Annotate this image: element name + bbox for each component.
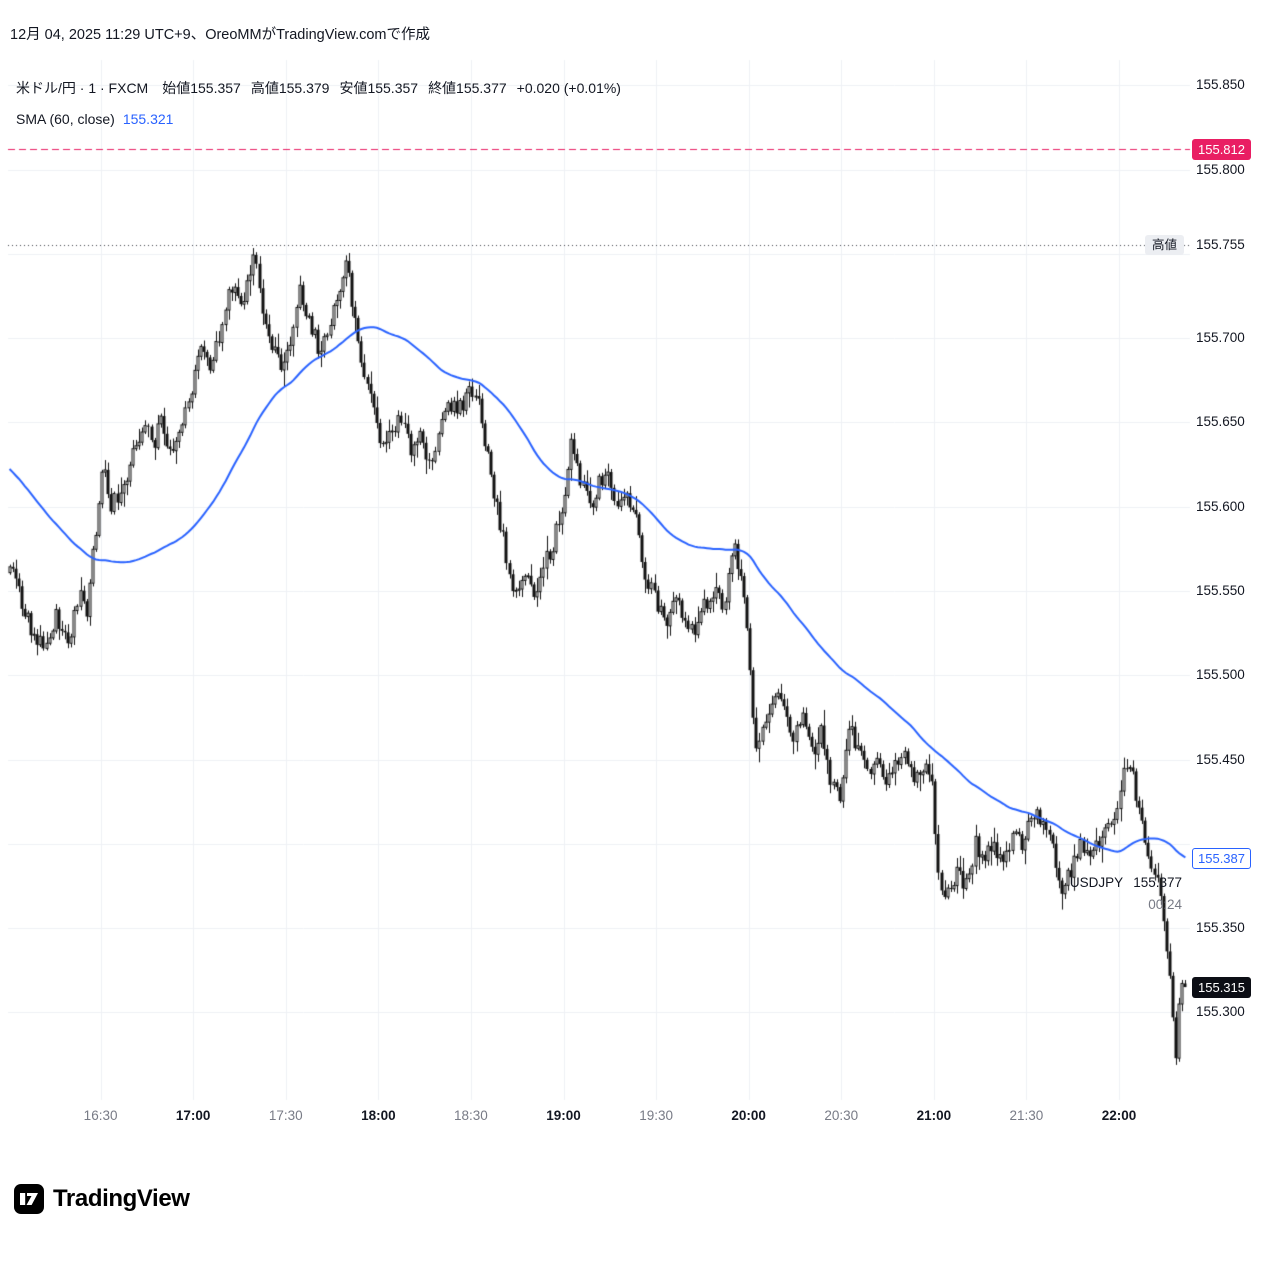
bar-countdown: 00:24 — [1148, 896, 1182, 912]
time-axis-label: 22:00 — [1101, 1108, 1137, 1123]
price-axis-label: 155.850 — [1196, 77, 1245, 93]
price-axis-label: 155.650 — [1196, 414, 1245, 430]
status-price: 155.377 — [1133, 874, 1182, 890]
tradingview-wordmark: TradingView — [53, 1185, 190, 1212]
price-axis-label: 155.450 — [1196, 751, 1245, 767]
time-axis-label: 21:00 — [916, 1108, 952, 1123]
session-high-chip: 高値 — [1144, 235, 1184, 256]
symbol-title[interactable]: 米ドル/円 · 1 · FXCM — [16, 80, 149, 96]
attribution-text: 12月 04, 2025 11:29 UTC+9、OreoMMがTradingV… — [10, 27, 431, 43]
time-axis-label: 18:30 — [454, 1108, 488, 1123]
time-axis-label: 17:00 — [175, 1108, 211, 1123]
ohlc-change: +0.020 (+0.01%) — [516, 80, 621, 96]
ohlc-high: 高値155.379 — [250, 80, 330, 96]
price-axis-label: 155.550 — [1196, 582, 1245, 598]
indicator-name[interactable]: SMA (60, close) — [16, 111, 115, 127]
time-axis-label: 19:00 — [546, 1108, 581, 1123]
ohlc-low: 安値155.357 — [339, 80, 419, 96]
tradingview-logo-icon — [14, 1184, 44, 1214]
price-axis-label: 155.500 — [1196, 667, 1245, 683]
last-price-badge: 155.315 — [1192, 977, 1251, 999]
price-chart-canvas[interactable] — [0, 0, 1262, 1150]
tradingview-branding[interactable]: TradingView — [14, 1184, 190, 1214]
price-axis-label: 155.350 — [1196, 920, 1245, 936]
chart-legend: 米ドル/円 · 1 · FXCM 始値155.357 高値155.379 安値1… — [16, 78, 621, 137]
time-axis-label: 16:30 — [83, 1108, 118, 1123]
status-symbol: USDJPY — [1069, 874, 1124, 890]
time-axis-label: 21:30 — [1009, 1108, 1044, 1123]
price-axis-label: 155.700 — [1196, 330, 1245, 346]
ohlc-close: 終値155.377 — [428, 80, 507, 96]
alert-price-badge[interactable]: 155.812 — [1192, 139, 1251, 161]
price-axis-label: 155.600 — [1196, 498, 1245, 514]
price-axis[interactable] — [1190, 60, 1262, 1100]
symbol-countdown-block: USDJPY 155.377 00:24 — [1070, 872, 1182, 916]
time-axis-label: 19:30 — [639, 1108, 673, 1123]
symbol-legend-row: 米ドル/円 · 1 · FXCM 始値155.357 高値155.379 安値1… — [16, 78, 621, 104]
time-axis-label: 20:00 — [731, 1108, 766, 1123]
price-axis-label: 155.755 — [1196, 237, 1245, 253]
price-axis-label: 155.300 — [1196, 1004, 1245, 1020]
ohlc-open: 始値155.357 — [162, 80, 241, 96]
time-axis-label: 17:30 — [268, 1108, 303, 1123]
indicator-legend-row[interactable]: SMA (60, close) 155.321 — [16, 111, 621, 137]
indicator-value: 155.321 — [122, 111, 174, 127]
time-axis-label: 18:00 — [361, 1108, 396, 1123]
price-axis-label: 155.800 — [1196, 161, 1245, 177]
sma-price-badge: 155.387 — [1192, 847, 1251, 869]
time-axis-label: 20:30 — [824, 1108, 859, 1123]
